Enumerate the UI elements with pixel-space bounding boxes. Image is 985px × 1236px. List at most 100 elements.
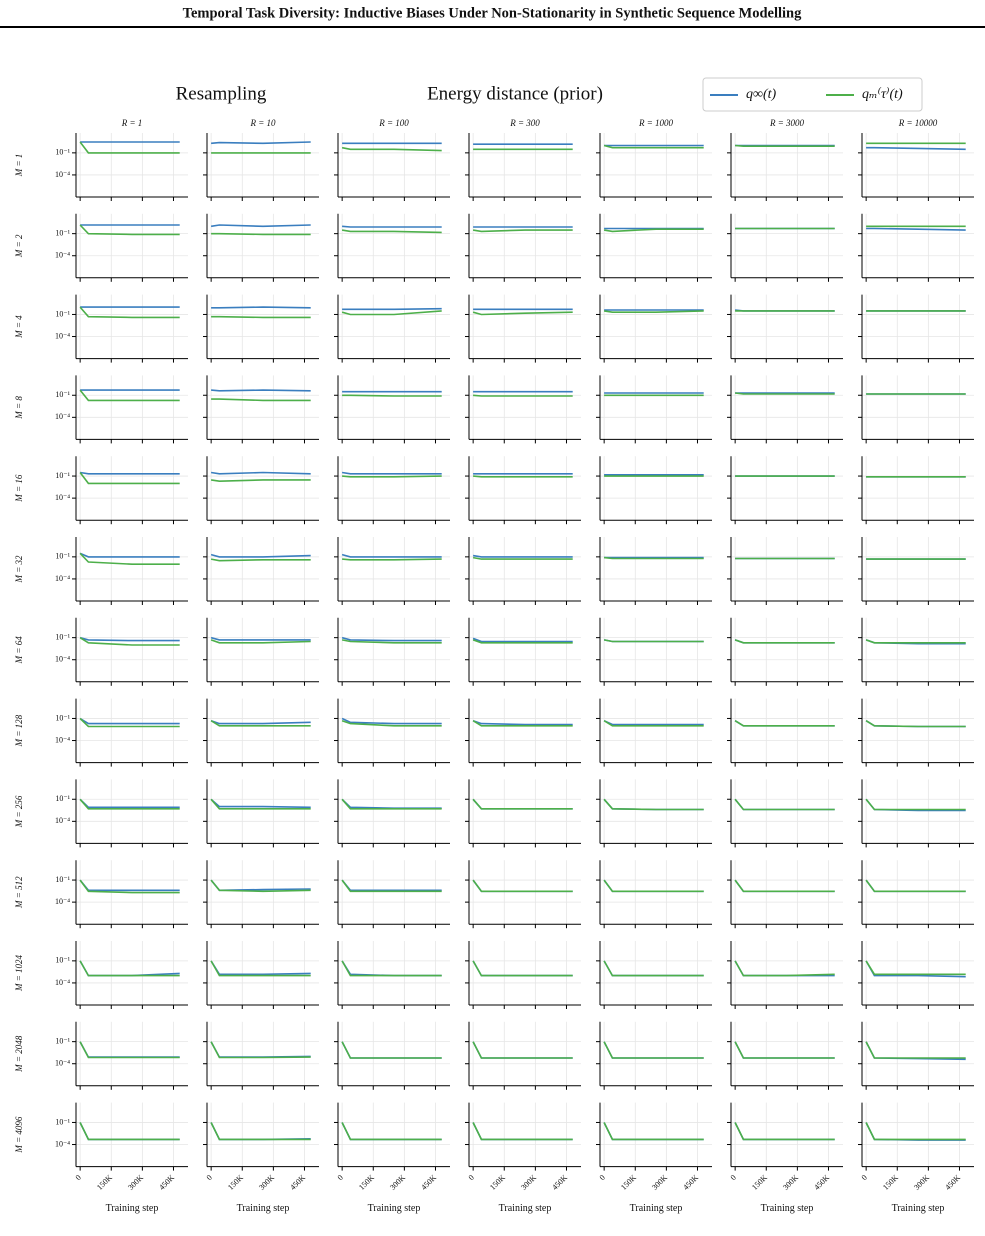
row-label: M = 512 [14,876,24,909]
column-label: R = 10 [249,118,276,128]
series-line [865,1122,966,1141]
row-label: M = 4096 [14,1116,24,1154]
series-line [79,879,180,894]
series-line [472,720,573,727]
x-tick-label: 300K [388,1173,407,1192]
y-tick-label: 10⁻⁴ [55,735,70,744]
series-line [734,720,835,727]
x-tick-label: 300K [519,1173,538,1192]
series-line [79,960,180,977]
x-axis-label: Training step [237,1203,290,1214]
column-label: R = 1000 [638,118,674,128]
series-line [603,720,704,727]
series-line [865,1041,966,1061]
row-label: M = 2 [14,234,24,258]
page-title: Temporal Task Diversity: Inductive Biase… [183,5,802,21]
series-line [79,472,180,485]
series-line [211,389,311,392]
series-line [210,224,311,228]
legend-box [702,77,923,112]
series-line [79,552,180,558]
x-tick-label: 0 [729,1173,738,1182]
series-line [79,552,180,565]
series-line [210,960,311,977]
series-line [341,310,442,316]
x-tick-label: 150K [357,1173,376,1192]
series-line [210,798,311,809]
x-tick-label: 300K [126,1173,145,1192]
series-line [734,798,835,811]
series-line [79,471,180,475]
y-tick-label: 10⁻¹ [55,956,70,965]
series-line [341,639,442,644]
x-axis-label: Training step [630,1203,683,1214]
y-tick-label: 10⁻⁴ [55,331,70,340]
y-tick-label: 10⁻⁴ [55,412,70,421]
x-tick-label: 300K [781,1173,800,1192]
y-tick-label: 10⁻⁴ [55,1059,70,1068]
series-line [603,960,704,977]
series-line [735,392,835,395]
series-line [472,639,573,644]
column-label: R = 3000 [769,118,805,128]
x-tick-label: 450K [943,1173,962,1192]
series-line [865,639,966,644]
series-line [341,960,442,977]
series-line [865,879,966,893]
series-line [865,1122,966,1141]
series-line [472,879,573,893]
series-line [472,554,573,558]
y-tick-label: 10⁻⁴ [55,655,70,664]
row-label: M = 128 [14,714,24,747]
series-line [341,717,442,725]
y-tick-label: 10⁻¹ [55,1036,70,1045]
series-line [472,229,573,233]
series-line [603,1041,704,1059]
series-line [866,146,966,151]
y-tick-label: 10⁻⁴ [55,1139,70,1148]
series-line [866,227,966,231]
y-tick-label: 10⁻⁴ [55,251,70,260]
series-line [472,719,573,726]
column-label: R = 1 [121,118,143,128]
y-tick-label: 10⁻¹ [55,148,70,157]
y-tick-label: 10⁻¹ [55,632,70,641]
row-label: M = 32 [14,555,24,584]
series-line [79,798,180,810]
y-tick-label: 10⁻¹ [55,309,70,318]
series-line [79,1122,180,1141]
series-line [79,306,180,319]
x-tick-label: 0 [598,1173,607,1182]
series-line [472,556,573,560]
row-label: M = 1024 [14,954,24,992]
x-axis-label: Training step [892,1203,945,1214]
series-line [79,717,180,728]
legend-label: qₘ⁽τ⁾(t) [862,87,903,102]
y-tick-label: 10⁻¹ [55,875,70,884]
series-line [603,144,704,149]
x-tick-label: 450K [550,1173,569,1192]
series-line [210,636,311,641]
series-line [734,960,835,977]
x-tick-label: 0 [336,1173,345,1182]
y-tick-label: 10⁻¹ [55,471,70,480]
y-tick-label: 10⁻⁴ [55,574,70,583]
series-line [79,717,180,725]
series-line [472,1122,573,1141]
x-axis-label: Training step [499,1203,552,1214]
series-line [342,225,442,228]
series-line [341,636,442,642]
x-tick-label: 0 [74,1173,83,1182]
x-axis-label: Training step [368,1203,421,1214]
series-line [603,639,704,643]
series-line [211,398,311,402]
x-tick-label: 150K [619,1173,638,1192]
series-line [210,479,311,483]
series-line [341,798,442,809]
series-line [603,960,704,977]
row-label: M = 16 [14,474,24,503]
row-label: M = 8 [14,396,24,420]
series-line [342,558,442,561]
y-tick-label: 10⁻¹ [55,390,70,399]
series-line [341,719,442,727]
